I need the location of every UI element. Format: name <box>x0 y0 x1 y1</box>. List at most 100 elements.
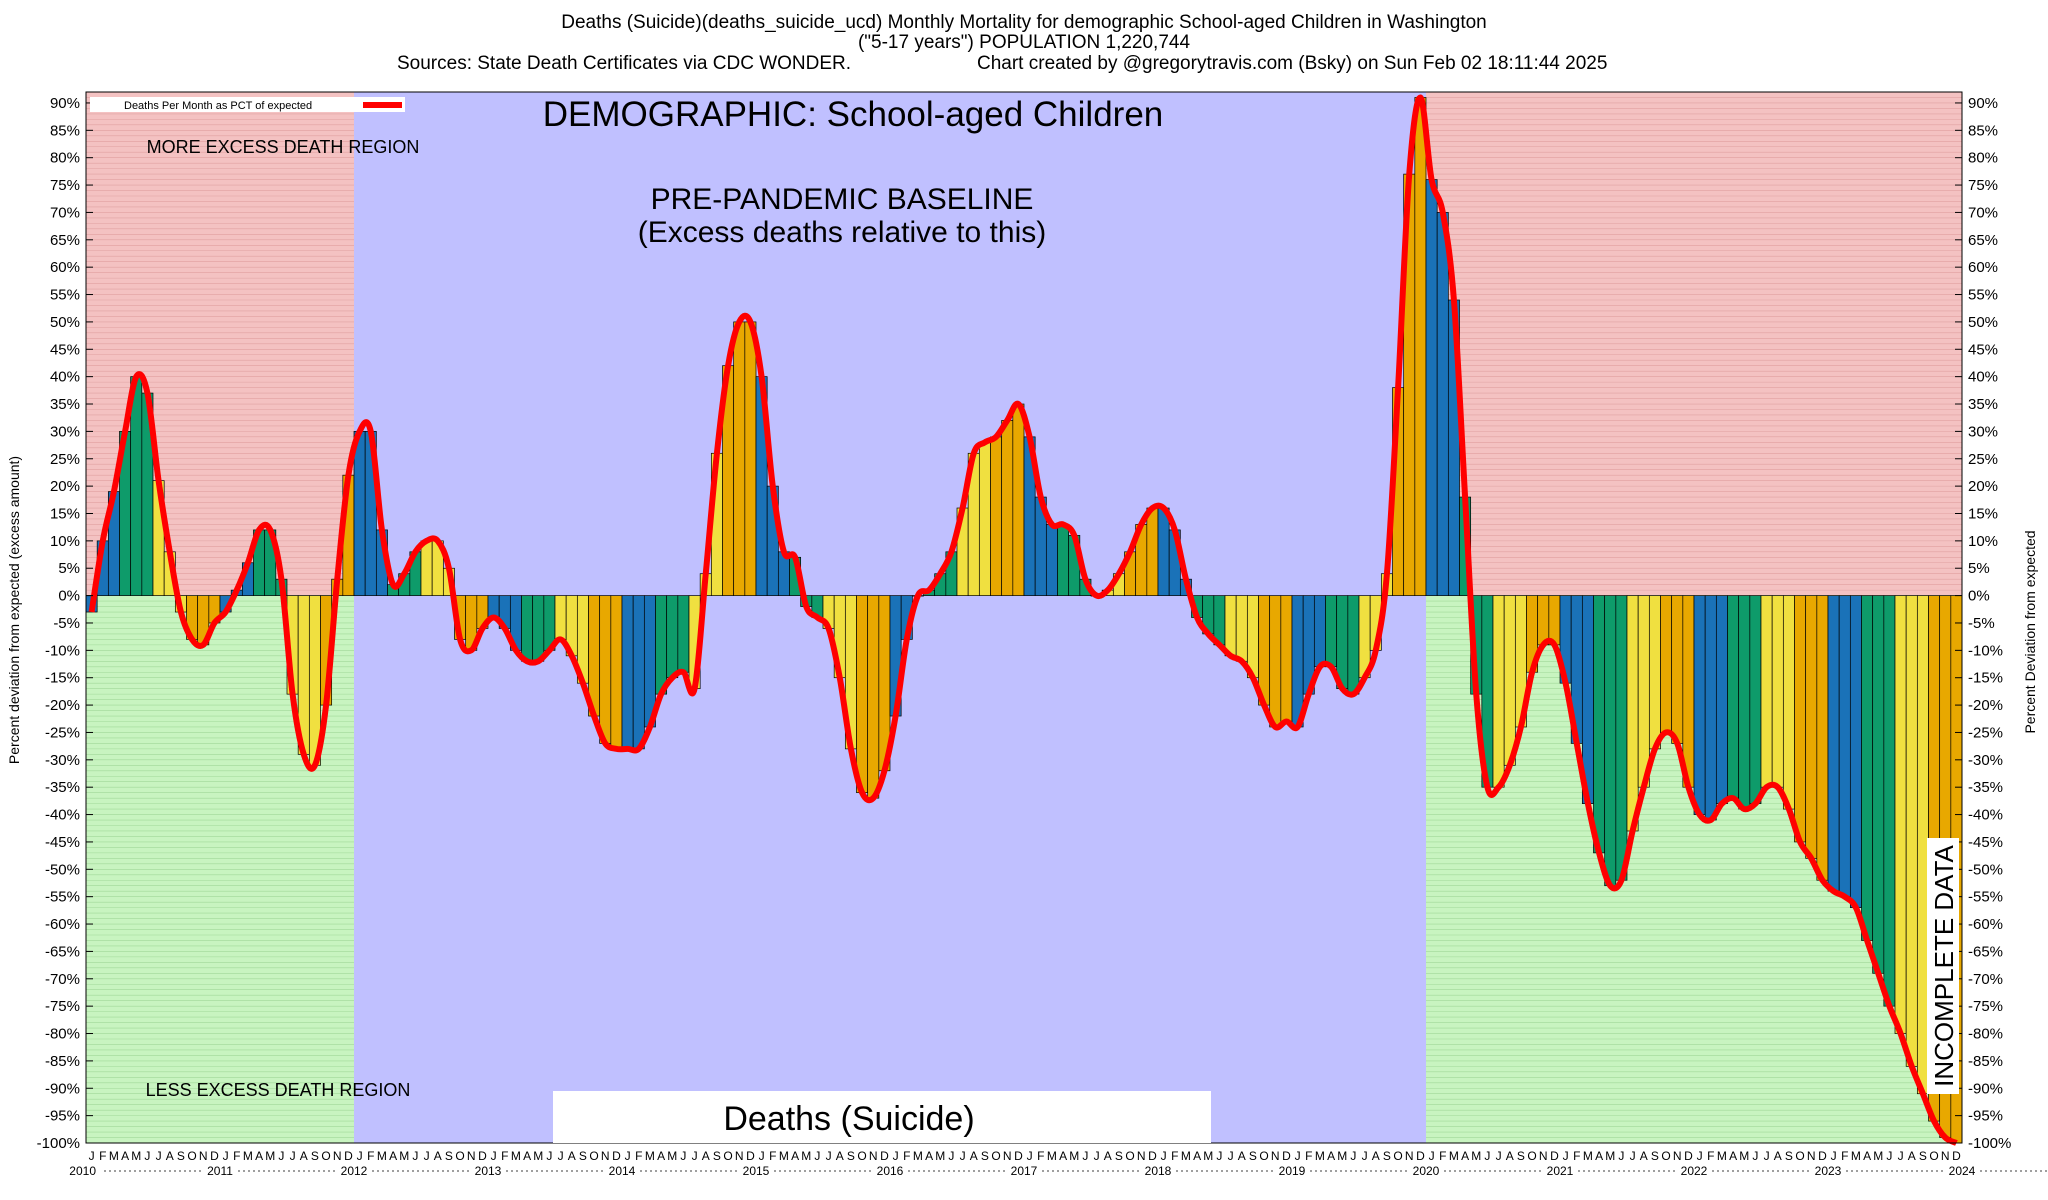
y-tick-label-right: -20% <box>1968 697 2003 714</box>
x-month-label: J <box>1886 1149 1892 1163</box>
x-year-label: 2023 <box>1815 1164 1842 1178</box>
y-tick-label-left: 50% <box>50 314 80 331</box>
bar <box>1325 595 1338 668</box>
bar <box>599 595 612 744</box>
x-month-label: M <box>1181 1149 1191 1163</box>
x-month-label: O <box>1259 1149 1268 1163</box>
x-month-label: J <box>1362 1149 1368 1163</box>
x-month-label: N <box>1807 1149 1816 1163</box>
x-month-label: M <box>779 1149 789 1163</box>
bar <box>1224 595 1237 657</box>
bar <box>1593 595 1606 854</box>
bar <box>1604 595 1617 887</box>
bar <box>1894 595 1907 1034</box>
x-month-label: A <box>1327 1149 1335 1163</box>
bar <box>1749 595 1762 804</box>
x-month-label: M <box>533 1149 543 1163</box>
x-month-label: F <box>1841 1149 1848 1163</box>
x-month-label: J <box>948 1149 954 1163</box>
y-tick-label-right: -45% <box>1968 834 2003 851</box>
bar <box>1045 524 1058 596</box>
y-tick-label-right: -30% <box>1968 752 2003 769</box>
x-month-label: F <box>1305 1149 1312 1163</box>
credit-note: Chart created by @gregorytravis.com (Bsk… <box>977 53 1608 74</box>
x-year-label: 2017 <box>1011 1164 1038 1178</box>
y-tick-label-right: -85% <box>1968 1053 2003 1070</box>
y-tick-label-right: -40% <box>1968 807 2003 824</box>
x-month-label: M <box>243 1149 253 1163</box>
x-year-label: 2020 <box>1413 1164 1440 1178</box>
x-month-label: A <box>1506 1149 1514 1163</box>
x-month-label: A <box>1372 1149 1380 1163</box>
chart-subtitle: ("5-17 years") POPULATION 1,220,744 <box>857 32 1191 53</box>
incomplete-label-bg <box>1927 838 1959 1094</box>
y-tick-label-right: -65% <box>1968 943 2003 960</box>
bar <box>1738 595 1751 810</box>
x-year-label: 2012 <box>341 1164 368 1178</box>
bar <box>1615 595 1628 881</box>
x-month-label: J <box>1027 1149 1033 1163</box>
x-month-label: D <box>1282 1149 1291 1163</box>
x-month-label: J <box>826 1149 832 1163</box>
x-month-label: O <box>1929 1149 1938 1163</box>
bar <box>744 321 757 596</box>
x-month-label: S <box>177 1149 185 1163</box>
x-month-label: A <box>1461 1149 1469 1163</box>
y-tick-label-left: 5% <box>58 560 80 577</box>
x-month-label: N <box>199 1149 208 1163</box>
x-month-label: J <box>223 1149 229 1163</box>
x-month-label: N <box>869 1149 878 1163</box>
y-tick-label-right: -5% <box>1968 615 1995 632</box>
y-axis-title-right: Percent Deviation from expected <box>2022 530 2038 733</box>
x-month-label: A <box>1059 1149 1067 1163</box>
x-year-label: 2010 <box>69 1164 96 1178</box>
y-tick-label-right: 45% <box>1968 341 1998 358</box>
x-month-label: M <box>1739 1149 1749 1163</box>
x-month-label: A <box>300 1149 308 1163</box>
x-month-label: J <box>558 1149 564 1163</box>
x-month-label: A <box>523 1149 531 1163</box>
x-month-label: S <box>981 1149 989 1163</box>
x-month-label: A <box>702 1149 710 1163</box>
x-month-label: M <box>1605 1149 1615 1163</box>
bar <box>1548 595 1561 646</box>
bar <box>1001 420 1014 596</box>
x-month-label: F <box>1707 1149 1714 1163</box>
demographic-label: DEMOGRAPHIC: School-aged Children <box>543 95 1164 134</box>
y-tick-label-left: 55% <box>50 287 80 304</box>
x-month-label: J <box>692 1149 698 1163</box>
y-tick-label-left: 0% <box>58 588 80 605</box>
x-month-label: J <box>1484 1149 1490 1163</box>
y-tick-label-right: 10% <box>1968 533 1998 550</box>
y-axis-title-left: Percent deviation from expected (excess … <box>6 456 22 764</box>
x-month-label: M <box>1471 1149 1481 1163</box>
y-tick-label-right: -10% <box>1968 642 2003 659</box>
y-tick-label-left: -40% <box>45 807 80 824</box>
x-month-label: O <box>1393 1149 1402 1163</box>
y-tick-label-right: -60% <box>1968 916 2003 933</box>
x-month-label: F <box>903 1149 910 1163</box>
bar <box>1794 595 1807 843</box>
y-tick-label-right: 0% <box>1968 588 1990 605</box>
x-month-label: J <box>1898 1149 1904 1163</box>
y-tick-label-left: -10% <box>45 642 80 659</box>
bar <box>1861 595 1874 941</box>
x-year-label: 2022 <box>1681 1164 1708 1178</box>
x-month-label: D <box>1148 1149 1157 1163</box>
bar <box>1436 212 1449 596</box>
y-tick-label-right: 35% <box>1968 396 1998 413</box>
bar <box>666 595 679 679</box>
bar <box>1425 179 1438 596</box>
x-month-label: F <box>233 1149 240 1163</box>
x-month-label: F <box>99 1149 106 1163</box>
x-month-label: M <box>377 1149 387 1163</box>
x-month-label: A <box>166 1149 174 1163</box>
y-tick-label-left: -5% <box>53 615 80 632</box>
x-month-label: M <box>399 1149 409 1163</box>
y-tick-label-left: 10% <box>50 533 80 550</box>
y-tick-label-right: 80% <box>1968 150 1998 167</box>
x-month-label: D <box>1416 1149 1425 1163</box>
x-month-label: O <box>723 1149 732 1163</box>
y-tick-label-right: -95% <box>1968 1108 2003 1125</box>
